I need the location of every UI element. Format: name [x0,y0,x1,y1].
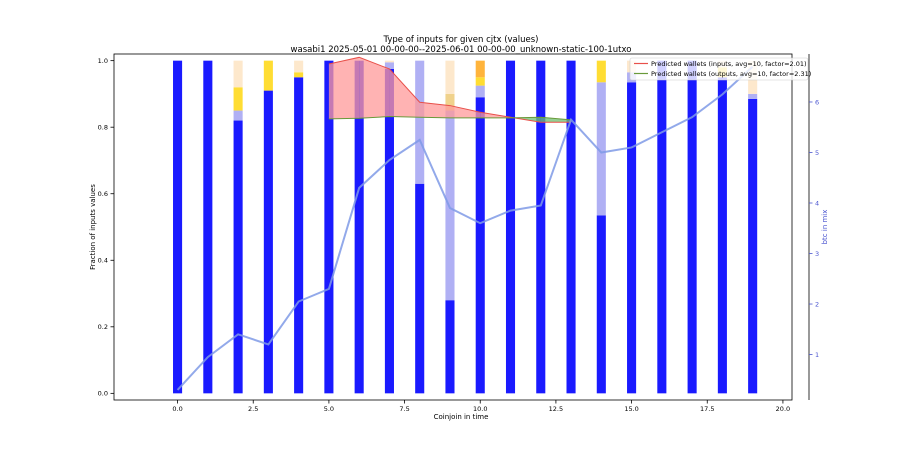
bar-blue [536,61,545,394]
bar-blue [234,121,243,394]
bar-lightblue [415,61,424,184]
bar-blue [264,91,273,394]
bar-blue [688,61,697,394]
x-tick-label: 20.0 [776,405,790,413]
y-tick-label: 0.2 [98,323,108,331]
y2-tick-label: 1 [815,351,819,359]
bar-yellow [264,61,273,91]
y2-tick-label: 6 [815,98,819,106]
bar-yellow [234,87,243,110]
bar-blue [506,61,515,394]
bar-blue [415,184,424,394]
y-tick-label: 1.0 [98,57,108,65]
x-tick-label: 5.0 [324,405,334,413]
bar-lightblue [445,111,454,301]
y-tick-label: 0.8 [98,123,108,131]
bar-yellow [476,77,485,85]
legend-label-predicted-outputs: Predicted wallets (outputs, avg=10, fact… [651,70,811,78]
bar-blue [627,82,636,393]
x-tick-label: 12.5 [549,405,563,413]
x-tick-label: 10.0 [473,405,487,413]
y-axis: 0.0 0.2 0.4 0.6 0.8 1.0 [98,57,114,398]
x-tick-label: 7.5 [399,405,409,413]
x-tick-label: 15.0 [624,405,638,413]
bar-lightblue [234,111,243,121]
bar-lightblue [476,86,485,98]
y2-tick-label: 3 [815,250,819,258]
x-axis: 0.0 2.5 5.0 7.5 10.0 12.5 15.0 17.5 20.0 [172,400,790,413]
y-axis-right-label: btc in mix [821,210,829,245]
bar-blue [718,77,727,393]
bar-blue [567,61,576,394]
bar-blue [597,215,606,393]
bar-cream [445,61,454,94]
x-tick-label: 2.5 [248,405,258,413]
bar-cream [385,61,394,63]
bar-blue [748,99,757,393]
y2-tick-label: 5 [815,149,819,157]
legend-label-predicted-inputs: Predicted wallets (inputs, avg=10, facto… [651,60,807,68]
legend: Predicted wallets (inputs, avg=10, facto… [630,58,811,80]
fill-area-red [329,57,359,119]
y2-tick-label: 4 [815,199,819,207]
y-tick-label: 0.4 [98,257,108,265]
y-tick-label: 0.0 [98,390,108,398]
bar-blue [445,300,454,393]
bar-blue [657,61,666,394]
chart-subtitle: wasabi1 2025-05-01 00-00-00--2025-06-01 … [291,45,632,55]
bar-yellow [294,72,303,77]
bar-blue [203,61,212,394]
fill-area-red [389,69,419,117]
bar-blue [476,97,485,393]
y-axis-label: Fraction of inputs values [89,184,97,270]
y2-tick-label: 2 [815,300,819,308]
bar-cream [234,61,243,88]
chart-title: Type of inputs for given cjtx (values) [383,35,539,45]
bar-orange [476,61,485,78]
bar-lightblue [748,94,757,99]
bar-blue [294,77,303,393]
x-axis-label: Coinjoin in time [434,413,489,421]
bar-yellow [597,61,606,83]
bar-blue [173,61,182,394]
bar-blue [385,69,394,393]
x-tick-label: 17.5 [700,405,714,413]
bar-cream [294,61,303,73]
x-tick-label: 0.0 [172,405,182,413]
y-axis-right: 1 2 3 4 5 6 [809,98,819,359]
y-tick-label: 0.6 [98,190,108,198]
